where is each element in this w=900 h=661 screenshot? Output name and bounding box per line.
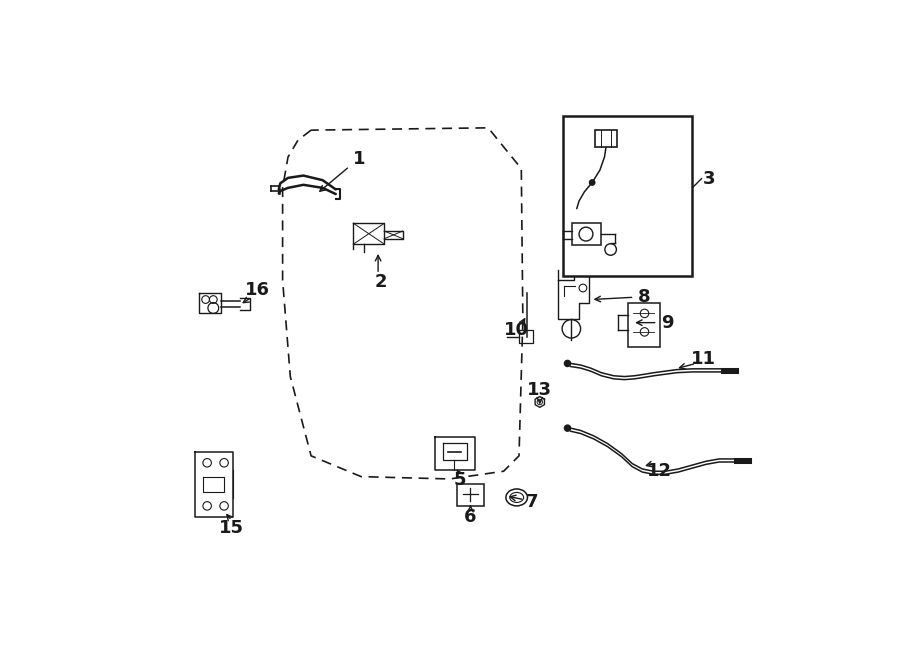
Text: 4: 4: [613, 180, 626, 198]
Text: 10: 10: [504, 321, 529, 339]
Text: 6: 6: [464, 508, 477, 526]
Text: 7: 7: [526, 493, 538, 511]
Bar: [595, 130, 616, 147]
Text: 16: 16: [245, 280, 270, 299]
Bar: [562, 116, 692, 276]
Bar: [572, 223, 601, 245]
Text: 12: 12: [647, 462, 672, 481]
Circle shape: [564, 360, 571, 367]
Circle shape: [590, 180, 595, 185]
Text: 15: 15: [220, 520, 244, 537]
Text: 9: 9: [662, 313, 674, 332]
Text: 13: 13: [527, 381, 553, 399]
Text: 2: 2: [374, 273, 387, 291]
Text: 14: 14: [647, 227, 672, 245]
Circle shape: [564, 425, 571, 431]
Bar: [456, 485, 483, 506]
Text: 5: 5: [454, 471, 466, 490]
Text: 3: 3: [703, 170, 716, 188]
Text: 8: 8: [638, 288, 651, 306]
Bar: [627, 303, 660, 347]
Text: 1: 1: [354, 149, 366, 168]
Text: 11: 11: [691, 350, 716, 368]
